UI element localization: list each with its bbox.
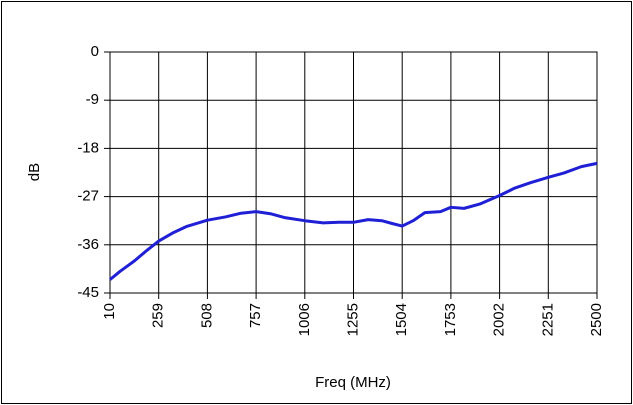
y-tick-label: 0 (91, 43, 99, 60)
x-tick-label: 259 (150, 303, 167, 328)
y-tick-label: -36 (77, 236, 99, 253)
x-tick-label: 2251 (539, 303, 556, 336)
y-tick-label: -27 (77, 188, 99, 205)
data-line (109, 161, 598, 281)
y-tick-label: -45 (77, 284, 99, 301)
x-tick-label: 757 (247, 303, 264, 328)
x-tick-label: 1006 (296, 303, 313, 336)
x-tick-label: 1504 (393, 303, 410, 336)
x-tick-label: 1753 (442, 303, 459, 336)
plot-border (109, 51, 598, 294)
x-tick-label: 1255 (344, 303, 361, 336)
x-tick-label: 2500 (588, 303, 605, 336)
x-tick-label: 2002 (491, 303, 508, 336)
y-axis-label: dB (26, 163, 43, 181)
x-axis-label: Freq (MHz) (315, 374, 391, 391)
x-tick-label: 10 (101, 303, 118, 320)
x-tick-label: 508 (198, 303, 215, 328)
y-tick-label: -9 (86, 91, 99, 108)
y-tick-label: -18 (77, 139, 99, 156)
